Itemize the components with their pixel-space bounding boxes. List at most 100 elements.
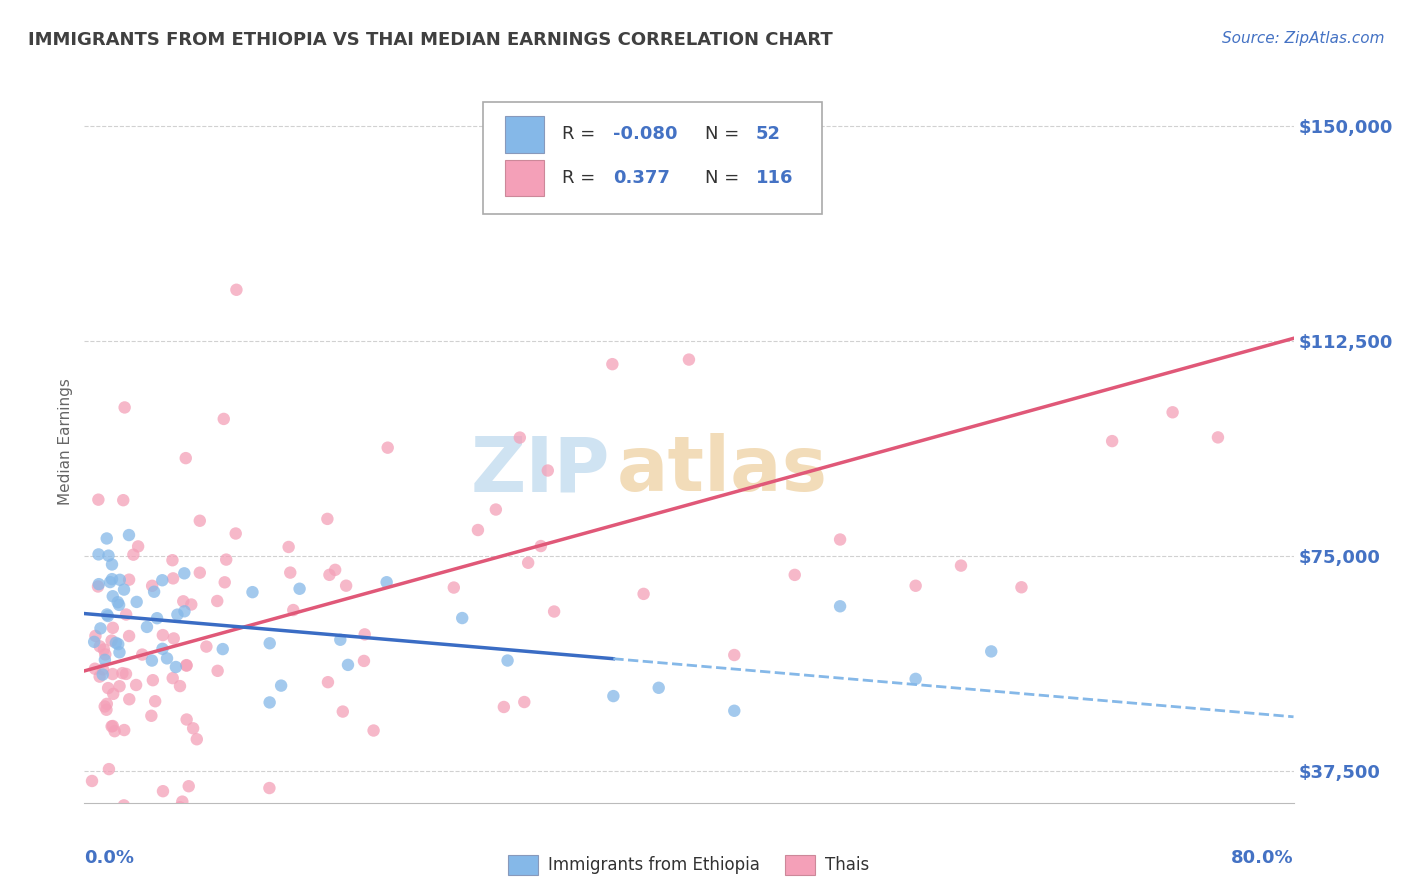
Point — [186, 732, 208, 747]
Point — [353, 654, 375, 668]
Text: ZIP: ZIP — [471, 434, 610, 508]
Point — [173, 604, 195, 618]
Point — [180, 598, 202, 612]
Point — [163, 632, 186, 646]
Point — [108, 573, 131, 587]
Point — [96, 607, 118, 622]
Point — [118, 528, 141, 542]
Point — [530, 539, 553, 553]
Point — [288, 582, 311, 596]
Point — [83, 635, 105, 649]
Point — [101, 667, 124, 681]
Point — [152, 628, 174, 642]
Point — [101, 621, 124, 635]
Point — [142, 673, 165, 688]
Text: Source: ZipAtlas.com: Source: ZipAtlas.com — [1222, 31, 1385, 46]
Point — [156, 651, 179, 665]
Point — [107, 637, 129, 651]
Point — [323, 563, 346, 577]
Point — [451, 611, 474, 625]
Point — [259, 780, 281, 795]
Point — [723, 648, 745, 662]
Point — [181, 721, 204, 735]
Text: IMMIGRANTS FROM ETHIOPIA VS THAI MEDIAN EARNINGS CORRELATION CHART: IMMIGRANTS FROM ETHIOPIA VS THAI MEDIAN … — [28, 31, 832, 49]
Point — [169, 800, 191, 814]
Bar — [505, 116, 544, 153]
Text: 52: 52 — [755, 126, 780, 144]
Point — [87, 492, 110, 507]
Point — [162, 553, 184, 567]
Point — [225, 283, 247, 297]
Point — [87, 577, 110, 591]
Point — [115, 667, 138, 681]
Bar — [505, 160, 544, 196]
Text: 0.0%: 0.0% — [84, 848, 135, 867]
Point — [108, 679, 131, 693]
Point — [146, 611, 169, 625]
Text: 0.377: 0.377 — [613, 169, 669, 186]
Text: -0.080: -0.080 — [613, 126, 678, 144]
Point — [100, 633, 122, 648]
Point — [485, 502, 508, 516]
Point — [188, 566, 211, 580]
Point — [101, 558, 124, 572]
Point — [513, 695, 536, 709]
Point — [509, 431, 531, 445]
Point — [335, 579, 357, 593]
Point — [517, 556, 540, 570]
Point — [125, 595, 148, 609]
Point — [1206, 430, 1229, 444]
Point — [112, 582, 135, 597]
Point — [166, 607, 188, 622]
Point — [108, 598, 131, 612]
Point — [89, 670, 111, 684]
Point — [96, 703, 118, 717]
Point — [100, 719, 122, 733]
Point — [176, 658, 198, 673]
Point — [225, 526, 247, 541]
Y-axis label: Median Earnings: Median Earnings — [58, 378, 73, 505]
Point — [496, 653, 519, 667]
Point — [96, 697, 118, 711]
Point — [215, 552, 238, 566]
Point — [602, 357, 624, 371]
Point — [375, 575, 398, 590]
Point — [211, 642, 233, 657]
Point — [169, 679, 191, 693]
Point — [904, 672, 927, 686]
Point — [648, 681, 671, 695]
Point — [118, 573, 141, 587]
Point — [353, 627, 375, 641]
Point — [174, 451, 197, 466]
Text: N =: N = — [704, 126, 745, 144]
FancyBboxPatch shape — [484, 102, 823, 214]
Point — [112, 493, 135, 508]
Point — [104, 724, 127, 739]
Text: N =: N = — [704, 169, 745, 186]
Point — [87, 548, 110, 562]
Point — [678, 352, 700, 367]
Point — [277, 540, 299, 554]
Point — [141, 654, 163, 668]
Point — [112, 723, 135, 737]
Point — [264, 805, 287, 820]
Point — [98, 575, 121, 590]
Point — [492, 700, 515, 714]
Point — [1161, 405, 1184, 419]
Point — [177, 779, 200, 793]
Text: R =: R = — [562, 126, 600, 144]
Point — [150, 573, 173, 587]
Point — [84, 629, 107, 643]
Point — [278, 566, 301, 580]
Point — [329, 632, 352, 647]
Point — [723, 704, 745, 718]
Point — [318, 567, 340, 582]
Point — [107, 595, 129, 609]
Point — [259, 695, 281, 709]
Point — [633, 587, 655, 601]
Text: atlas: atlas — [616, 434, 828, 508]
Point — [93, 642, 115, 657]
Point — [316, 512, 339, 526]
Point — [259, 636, 281, 650]
Point — [377, 441, 399, 455]
